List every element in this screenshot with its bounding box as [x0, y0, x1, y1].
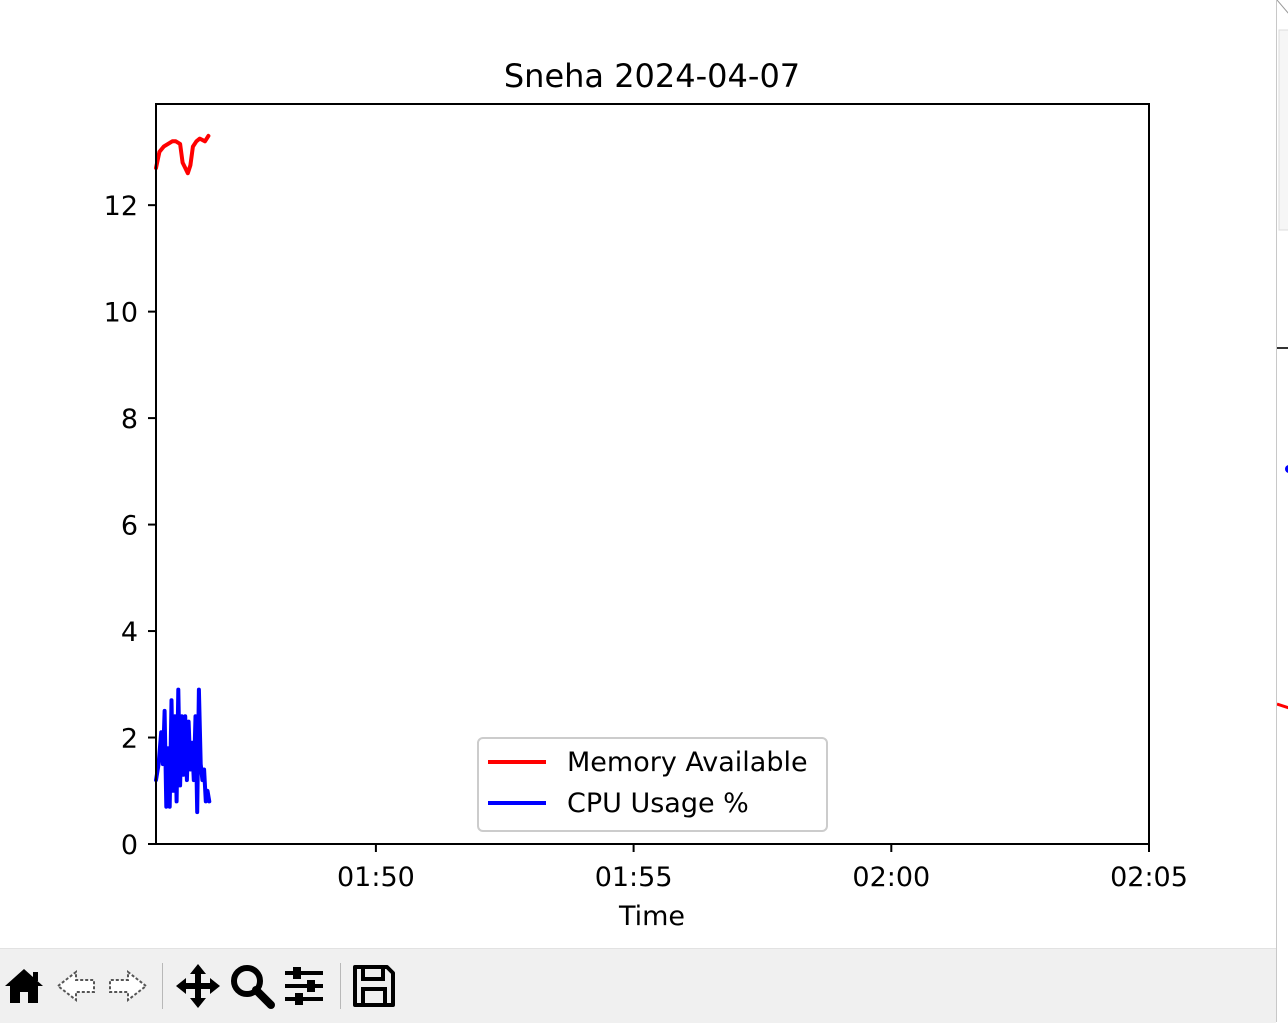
legend-label: Memory Available [567, 747, 808, 778]
configure-subplots-button[interactable] [280, 961, 328, 1011]
y-tick-label: 4 [121, 617, 138, 648]
toolbar-separator [340, 963, 341, 1009]
legend-label: CPU Usage % [567, 788, 749, 819]
y-tick-label: 8 [121, 404, 138, 435]
save-floppy-icon [353, 965, 395, 1007]
navigation-toolbar [0, 948, 1276, 1023]
home-button[interactable] [0, 961, 48, 1011]
plot-area [154, 133, 212, 815]
pan-move-icon [176, 964, 220, 1008]
zoom-magnifier-icon [231, 965, 275, 1009]
x-tick-label: 02:00 [852, 862, 930, 893]
y-tick-label: 10 [104, 298, 138, 329]
x-tick-label: 01:55 [595, 862, 673, 893]
back-arrow-icon [56, 969, 95, 1003]
zoom-button[interactable] [228, 961, 276, 1011]
x-tick-label: 01:50 [337, 862, 415, 893]
axes-frame [155, 103, 1150, 845]
line-chart: Sneha 2024-04-07 0 2 4 6 8 10 12 01:50 01:55 02:… [104, 57, 1188, 932]
background-window-edge [1276, 0, 1288, 1022]
legend: Memory Available CPU Usage % [477, 737, 828, 832]
back-button[interactable] [52, 961, 100, 1011]
series-line-memory-available [154, 133, 211, 176]
forward-button[interactable] [104, 961, 152, 1011]
configure-subplots-icon [285, 967, 323, 1005]
save-button[interactable] [350, 961, 398, 1011]
y-tick-label: 6 [121, 511, 138, 542]
y-tick-label: 0 [121, 830, 138, 861]
figure-canvas[interactable]: Sneha 2024-04-07 0 2 4 6 8 10 12 01:50 01:55 02:… [0, 0, 1276, 948]
background-window-sliver [1277, 0, 1288, 710]
chart-title: Sneha 2024-04-07 [504, 57, 800, 95]
series-line-cpu-usage [154, 687, 212, 815]
y-tick-label: 2 [121, 724, 138, 755]
legend-frame [477, 737, 828, 832]
y-tick-label: 12 [104, 191, 138, 222]
forward-arrow-icon [109, 969, 148, 1003]
x-axis: 01:50 01:55 02:00 02:05 [337, 844, 1188, 893]
home-icon [5, 969, 43, 1003]
x-axis-label: Time [618, 901, 685, 932]
y-axis: 0 2 4 6 8 10 12 [104, 191, 156, 861]
x-tick-label: 02:05 [1110, 862, 1188, 893]
toolbar-separator [162, 963, 163, 1009]
pan-button[interactable] [174, 961, 222, 1011]
